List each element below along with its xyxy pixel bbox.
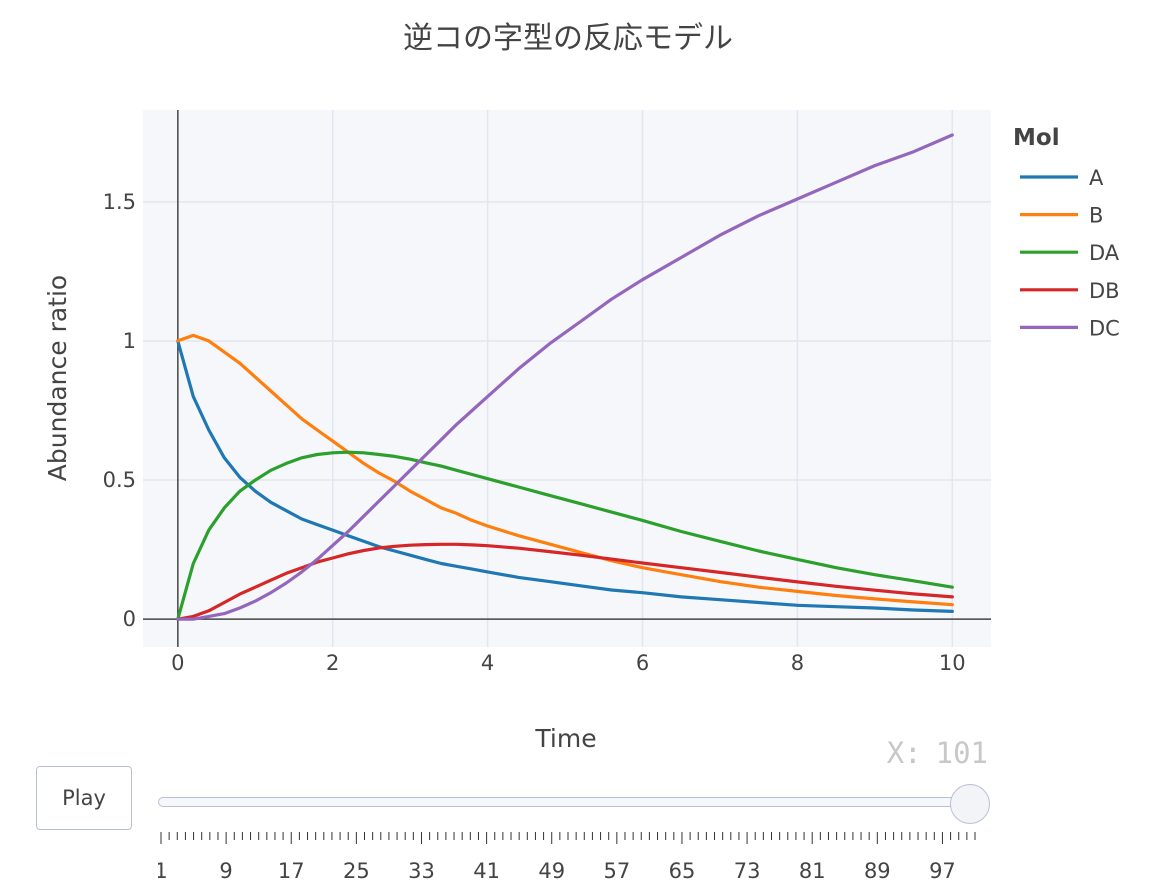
- legend-label: DB: [1089, 279, 1120, 303]
- legend-item-db[interactable]: DB: [1020, 279, 1120, 303]
- slider-prefix: X:: [886, 736, 922, 770]
- series-line-db: [176, 542, 954, 621]
- slider-ticks: 1 9 17 25 33 41 49 57 65 73 81 89 97: [158, 832, 976, 883]
- y-tick-label: 1.5: [103, 190, 136, 214]
- chart-title: 逆コの字型の反応モデル: [403, 21, 733, 56]
- plot-area: [143, 110, 991, 647]
- slider-tick-label: 17: [278, 859, 305, 883]
- legend-item-a[interactable]: A: [1020, 166, 1104, 190]
- x-tick-label: 2: [326, 651, 339, 675]
- x-tick-label: 4: [481, 651, 494, 675]
- y-tick-label: 0: [123, 607, 136, 631]
- slider-tick-label: 49: [538, 859, 565, 883]
- slider-tick-label: 1: [158, 859, 168, 883]
- legend-item-dc[interactable]: DC: [1020, 316, 1120, 340]
- slider-tick-label: 65: [669, 859, 696, 883]
- play-button[interactable]: Play: [36, 766, 132, 830]
- series-group: [176, 133, 954, 621]
- legend-item-da[interactable]: DA: [1020, 241, 1120, 265]
- slider-handle[interactable]: [950, 784, 990, 824]
- slider-tick-label: 97: [929, 859, 956, 883]
- slider-tick-label: 57: [603, 859, 630, 883]
- x-tick-label: 10: [939, 651, 966, 675]
- grid: [143, 110, 991, 647]
- legend-title: Mol: [1013, 125, 1060, 151]
- y-tick-label: 0.5: [103, 468, 136, 492]
- slider-current-value: X: 101: [887, 736, 988, 770]
- axes: [143, 110, 991, 647]
- x-axis-title: Time: [534, 724, 596, 753]
- slider-tick-label: 33: [408, 859, 435, 883]
- slider-tick-label: 81: [799, 859, 826, 883]
- slider-tick-label: 41: [473, 859, 500, 883]
- series-line-dc: [176, 133, 954, 621]
- slider-track[interactable]: [158, 797, 988, 807]
- slider-tick-label: 9: [219, 859, 232, 883]
- y-tick-label: 1: [123, 329, 136, 353]
- slider-tick-label: 73: [734, 859, 761, 883]
- x-tick-label: 6: [636, 651, 649, 675]
- y-axis-title: Abundance ratio: [43, 275, 72, 481]
- legend-label: DA: [1089, 241, 1120, 265]
- series-line-b: [176, 333, 954, 607]
- y-tick-labels: 0 0.5 1 1.5: [103, 190, 136, 631]
- x-tick-label: 8: [791, 651, 804, 675]
- legend[interactable]: Mol AB DA DB DC: [1013, 125, 1120, 340]
- x-tick-labels: 0 2 4 6 8 10: [171, 651, 965, 675]
- x-tick-label: 0: [171, 651, 184, 675]
- slider-value: 101: [935, 736, 988, 770]
- legend-label: A: [1089, 166, 1104, 190]
- series-line-da: [176, 450, 954, 621]
- slider-tick-label: 89: [864, 859, 891, 883]
- legend-label: DC: [1089, 316, 1120, 340]
- legend-label: B: [1089, 204, 1103, 228]
- legend-item-b[interactable]: B: [1020, 204, 1103, 228]
- slider-tick-label: 25: [343, 859, 370, 883]
- series-line-a: [176, 339, 954, 614]
